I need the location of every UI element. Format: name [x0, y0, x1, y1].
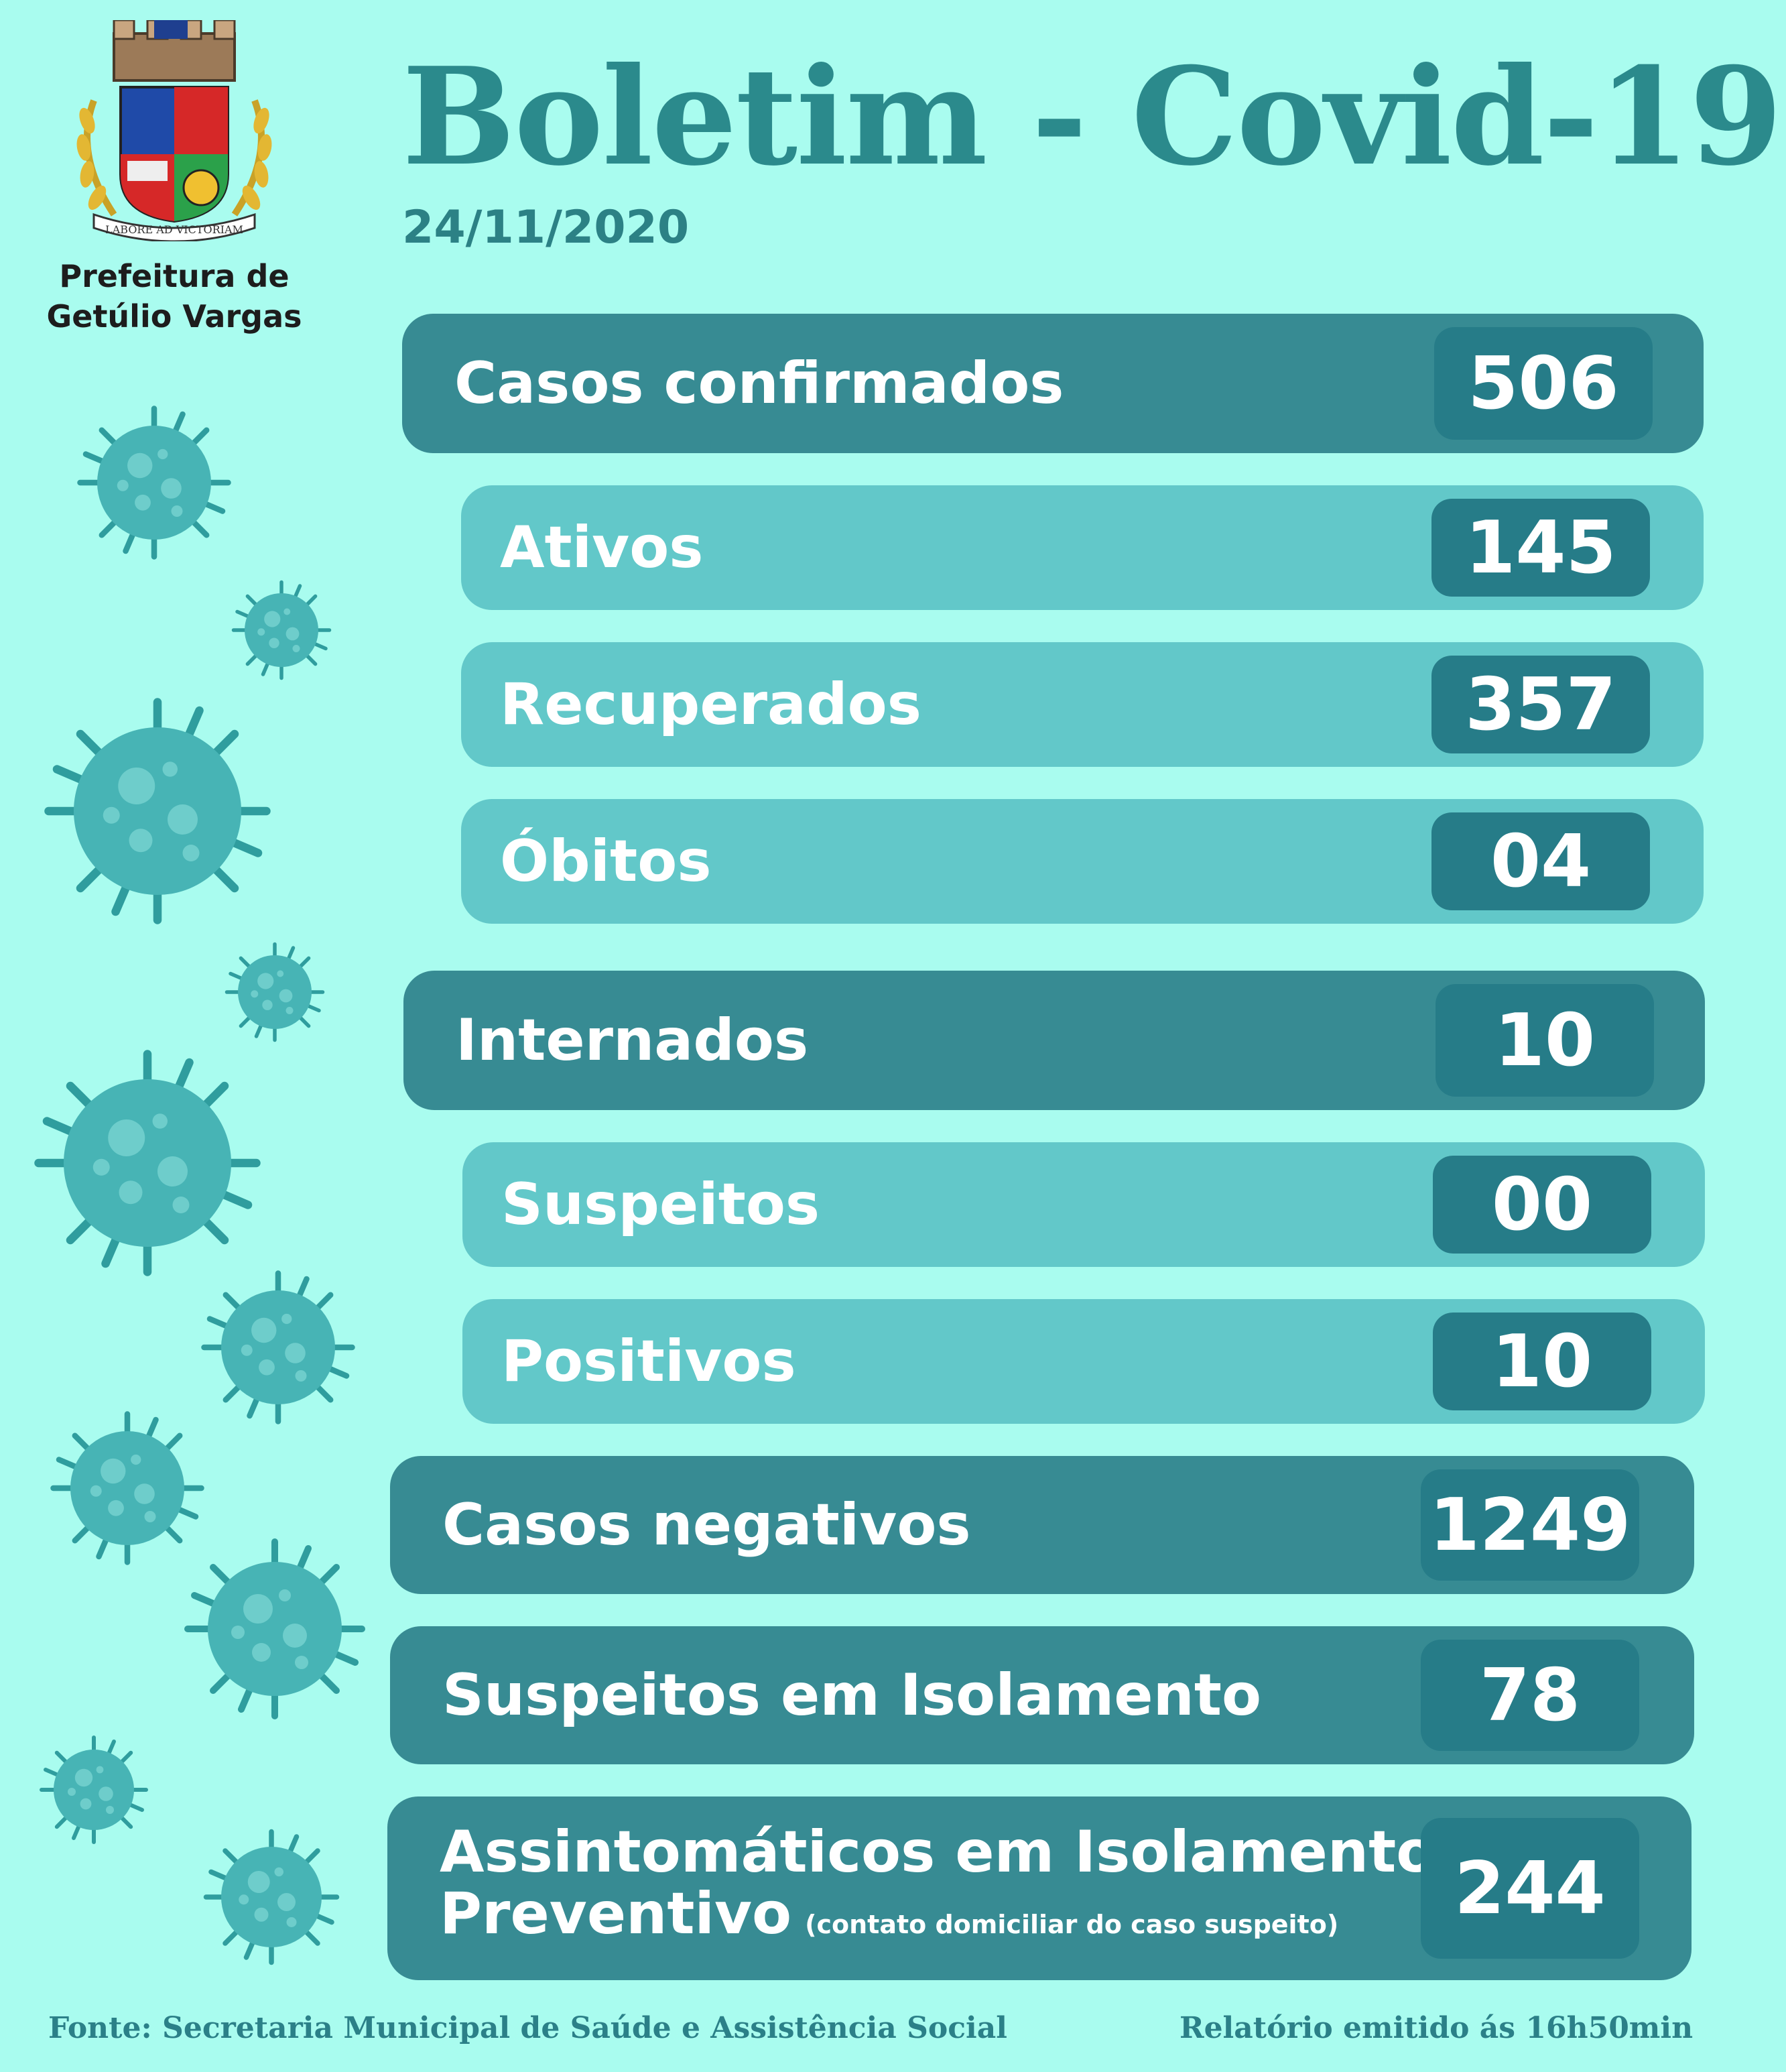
row-label: Recuperados: [500, 671, 921, 738]
page-title: Boletim - Covid-19: [402, 38, 1783, 196]
row-casos-negativos: Casos negativos 1249: [390, 1456, 1694, 1594]
row-label-line2-wrap: Preventivo (contato domiciliar do caso s…: [440, 1883, 1338, 1955]
row-assintomaticos: Assintomáticos em Isolamento Preventivo …: [387, 1796, 1692, 1980]
svg-text:LABORE AD VICTORIAM: LABORE AD VICTORIAM: [105, 223, 243, 236]
row-label: Internados: [456, 1007, 809, 1074]
row-value: 04: [1431, 812, 1650, 910]
row-label: Suspeitos: [501, 1171, 820, 1238]
row-label-line2: Preventivo: [440, 1880, 792, 1947]
report-date: 24/11/2020: [402, 201, 690, 254]
row-value: 357: [1431, 656, 1650, 753]
row-label: Suspeitos em Isolamento: [442, 1662, 1262, 1729]
org-name-line1: Prefeitura de: [59, 258, 290, 294]
row-positivos: Positivos 10: [462, 1299, 1705, 1424]
row-internados: Internados 10: [403, 971, 1705, 1110]
row-label: Casos confirmados: [454, 350, 1064, 417]
row-note: (contato domiciliar do caso suspeito): [805, 1910, 1339, 1939]
row-value: 244: [1421, 1818, 1639, 1959]
row-suspeitos-isolamento: Suspeitos em Isolamento 78: [390, 1626, 1694, 1764]
row-value: 78: [1421, 1640, 1639, 1751]
row-casos-confirmados: Casos confirmados 506: [402, 314, 1704, 453]
row-label: Ativos: [500, 514, 704, 581]
row-label: Óbitos: [500, 828, 712, 895]
row-label: Positivos: [501, 1328, 796, 1395]
footer-report-time: Relatório emitido ás 16h50min: [1179, 2011, 1694, 2045]
row-obitos: Óbitos 04: [461, 799, 1704, 924]
row-value: 1249: [1421, 1469, 1639, 1581]
footer-source: Fonte: Secretaria Municipal de Saúde e A…: [48, 2011, 1007, 2045]
coat-of-arms-icon: LABORE AD VICTORIAM: [76, 20, 272, 241]
row-ativos: Ativos 145: [461, 485, 1704, 610]
virus-decoration: [0, 375, 375, 1984]
org-name-line2: Getúlio Vargas: [46, 298, 302, 334]
row-value: 00: [1433, 1156, 1651, 1254]
row-value: 506: [1434, 327, 1653, 440]
row-recuperados: Recuperados 357: [461, 642, 1704, 767]
row-value: 145: [1431, 499, 1650, 597]
row-label: Casos negativos: [442, 1491, 971, 1559]
row-suspeitos: Suspeitos 00: [462, 1142, 1705, 1267]
row-label-line1: Assintomáticos em Isolamento: [440, 1819, 1436, 1886]
row-label: Assintomáticos em Isolamento Preventivo …: [440, 1796, 1436, 1980]
row-value: 10: [1433, 1313, 1651, 1410]
row-value: 10: [1436, 984, 1654, 1097]
